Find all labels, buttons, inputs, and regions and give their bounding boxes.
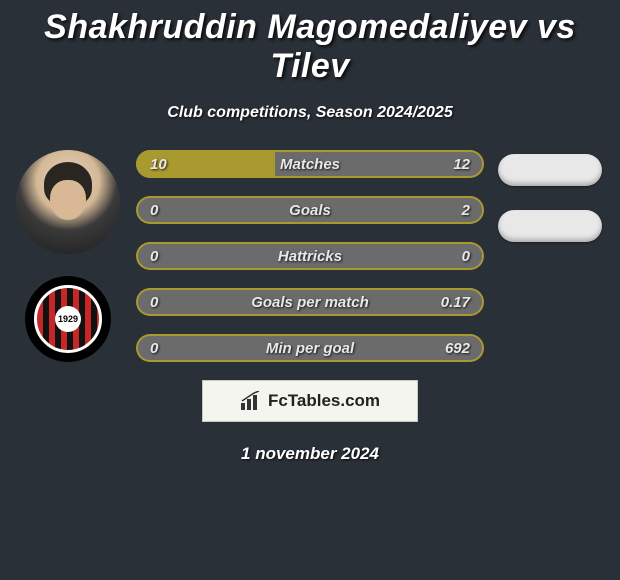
bar-value-right: 0.17 <box>441 288 470 316</box>
player-avatar <box>16 150 120 254</box>
right-player-column <box>490 154 610 242</box>
bar-label: Hattricks <box>136 242 484 270</box>
bar-value-right: 0 <box>462 242 470 270</box>
page-subtitle: Club competitions, Season 2024/2025 <box>0 104 620 122</box>
stat-bars: 10Matches120Goals20Hattricks00Goals per … <box>136 150 484 362</box>
comparison-content: 1929 10Matches120Goals20Hattricks00Goals… <box>0 150 620 362</box>
brand-box: FcTables.com <box>202 380 418 422</box>
stat-bar: 0Hattricks0 <box>136 242 484 270</box>
club-logo-inner: 1929 <box>34 285 102 353</box>
brand-text: FcTables.com <box>268 391 380 411</box>
bar-label: Min per goal <box>136 334 484 362</box>
stat-bar: 0Goals per match0.17 <box>136 288 484 316</box>
bar-value-right: 692 <box>445 334 470 362</box>
right-player-pill-1 <box>498 154 602 186</box>
stat-bar: 10Matches12 <box>136 150 484 178</box>
left-player-column: 1929 <box>8 150 128 362</box>
right-player-pill-2 <box>498 210 602 242</box>
bar-label: Goals <box>136 196 484 224</box>
club-logo-year: 1929 <box>55 306 81 332</box>
date-text: 1 november 2024 <box>0 444 620 464</box>
bar-value-right: 2 <box>462 196 470 224</box>
page-title: Shakhruddin Magomedaliyev vs Tilev <box>0 0 620 86</box>
stat-bar: 0Min per goal692 <box>136 334 484 362</box>
club-logo: 1929 <box>25 276 111 362</box>
bar-label: Goals per match <box>136 288 484 316</box>
bar-label: Matches <box>136 150 484 178</box>
stat-bar: 0Goals2 <box>136 196 484 224</box>
brand-chart-icon <box>240 391 262 411</box>
bar-value-right: 12 <box>453 150 470 178</box>
